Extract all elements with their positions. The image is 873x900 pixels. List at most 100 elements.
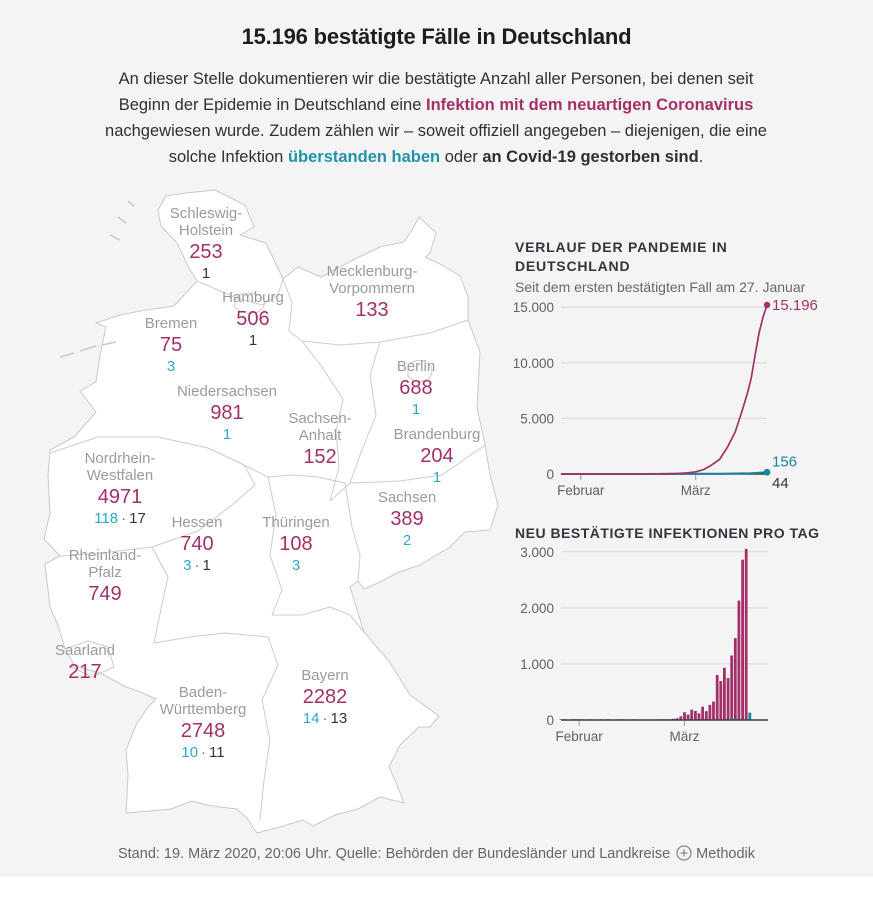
x-axis-tick-label: Februar [557,483,605,498]
state-name: Mecklenburg- Vorpommern [326,263,418,297]
state-sub-counts: 1 [170,264,243,283]
state-name: Baden- Württemberg [159,684,247,718]
line-chart-title: VERLAUF DER PANDEMIE IN DEUTSCHLAND [515,239,728,274]
cases-end-dot [763,301,771,309]
intro-part4: . [698,148,704,166]
state-deaths-count: 13 [330,710,348,727]
methodik-link[interactable]: Methodik [696,846,756,862]
germany-outline [43,189,499,834]
deaths-bold-text: an Covid-19 gestorben sind [482,148,699,166]
dot-separator: · [194,557,200,574]
y-axis-tick-label: 0 [546,467,554,482]
state-borders [49,278,486,821]
state-label-hamburg: Hamburg 506 1 [222,289,284,350]
footer: Stand: 19. März 2020, 20:06 Uhr. Quelle:… [0,845,873,862]
state-name: Hamburg [222,289,284,306]
state-cases-count: 749 [88,583,122,605]
state-name: Brandenburg [393,426,481,443]
state-recovered-count: 2 [402,532,412,549]
circle-plus-icon[interactable] [676,845,692,861]
state-label-hessen: Hessen 740 3 · 1 [172,514,223,575]
state-recovered-count: 10 [181,744,199,761]
state-label-brandenburg: Brandenburg 204 1 [394,426,481,487]
bottom-white-strip [0,877,873,900]
cases-end-label: 15.196 [772,297,818,314]
intro-text: An dieser Stelle dokumentieren wir die b… [91,66,781,170]
state-label-bremen: Bremen 75 3 [145,315,198,376]
y-axis-tick-label: 5.000 [520,411,554,426]
state-sub-counts: 3 [262,556,330,575]
footer-source-text: Stand: 19. März 2020, 20:06 Uhr. Quelle:… [117,846,671,862]
state-cases-count: 75 [159,334,183,356]
state-cases-count: 133 [355,299,389,321]
daily-new-infections-bar-chart: 0 1.000 2.000 3.000 Februar März [520,545,768,744]
dot-separator: · [322,710,328,727]
cases-line [560,304,768,475]
state-label-mecklenburg-vorpommern: Mecklenburg- Vorpommern 133 [327,263,418,322]
y-axis-tick-label: 0 [546,713,554,728]
x-axis-tick-label: März [669,729,699,744]
state-recovered-count: 118 [94,510,119,527]
state-name: Sachsen- Anhalt [288,410,352,444]
state-label-rheinland-pfalz: Rheinland- Pfalz 749 [69,547,142,606]
state-sub-counts: 118 · 17 [85,509,156,528]
state-name: Hessen [171,514,223,531]
state-recovered-count: 1 [432,469,442,486]
page-title: 15.196 bestätigte Fälle in Deutschland [241,24,632,49]
state-sub-counts: 1 [222,331,284,350]
state-name: Bremen [144,315,198,332]
germany-map-svg [43,189,499,834]
state-cases-count: 740 [180,533,214,555]
state-label-thueringen: Thüringen 108 3 [262,514,330,575]
state-cases-count: 389 [390,508,424,530]
cases-link[interactable]: Infektion mit dem neuartigen Coronavirus [425,96,754,114]
state-cases-count: 108 [279,533,313,555]
state-sub-counts: 10 · 11 [160,743,247,762]
state-sub-counts: 1 [394,468,481,487]
state-cases-count: 981 [210,402,244,424]
state-label-schleswig-holstein: Schleswig- Holstein 253 1 [170,205,243,283]
state-label-sachsen-anhalt: Sachsen- Anhalt 152 [288,410,351,469]
state-sub-counts: 3 [145,357,198,376]
intro-part1: An dieser Stelle dokumentieren wir die b… [118,70,754,114]
state-cases-count: 253 [189,241,223,263]
state-cases-count: 2282 [302,686,348,708]
x-axis-tick-label: März [681,483,711,498]
state-recovered-count: 1 [222,426,232,443]
bar-chart-title: NEU BESTÄTIGTE INFEKTIONEN PRO TAG [515,525,820,541]
state-name: Saarland [54,642,116,659]
state-recovered-count: 3 [166,358,176,375]
germany-map: Schleswig- Holstein 253 1 Mecklenburg- Vorpom… [40,175,500,840]
dot-separator: · [201,744,207,761]
state-cases-count: 688 [399,377,433,399]
dot-separator: · [121,510,127,527]
recovered-link[interactable]: überstanden haben [287,148,441,166]
recovered-end-label: 156 [772,453,797,470]
recovered-end-dot [763,468,771,476]
state-sub-counts: 2 [378,531,436,550]
y-axis-tick-label: 1.000 [520,657,554,672]
state-deaths-count: 1 [248,332,258,349]
state-cases-count: 506 [236,308,270,330]
state-name: Thüringen [262,514,330,531]
coast-islands [59,200,135,358]
state-name: Sachsen [377,489,437,506]
state-deaths-count: 1 [202,557,211,574]
state-label-baden-wuerttemberg: Baden- Württemberg 2748 10 · 11 [160,684,247,762]
state-cases-count: 204 [420,445,454,467]
state-label-bayern: Bayern 2282 14 · 13 [301,667,349,728]
state-sub-counts: 14 · 13 [301,709,349,728]
state-deaths-count: 17 [129,510,146,527]
state-recovered-count: 1 [411,401,421,418]
y-axis-tick-label: 3.000 [520,545,554,560]
state-name: Bayern [301,667,349,684]
state-recovered-count: 3 [183,557,192,574]
state-cases-count: 152 [303,446,337,468]
state-sub-counts: 3 · 1 [172,556,223,575]
state-label-nordrhein-westfalen: Nordrhein- Westfalen 4971 118 · 17 [85,450,156,528]
state-cases-count: 217 [68,661,102,683]
y-axis-tick-label: 2.000 [520,601,554,616]
state-label-saarland: Saarland 217 [55,642,115,684]
state-name: Niedersachsen [176,383,278,400]
